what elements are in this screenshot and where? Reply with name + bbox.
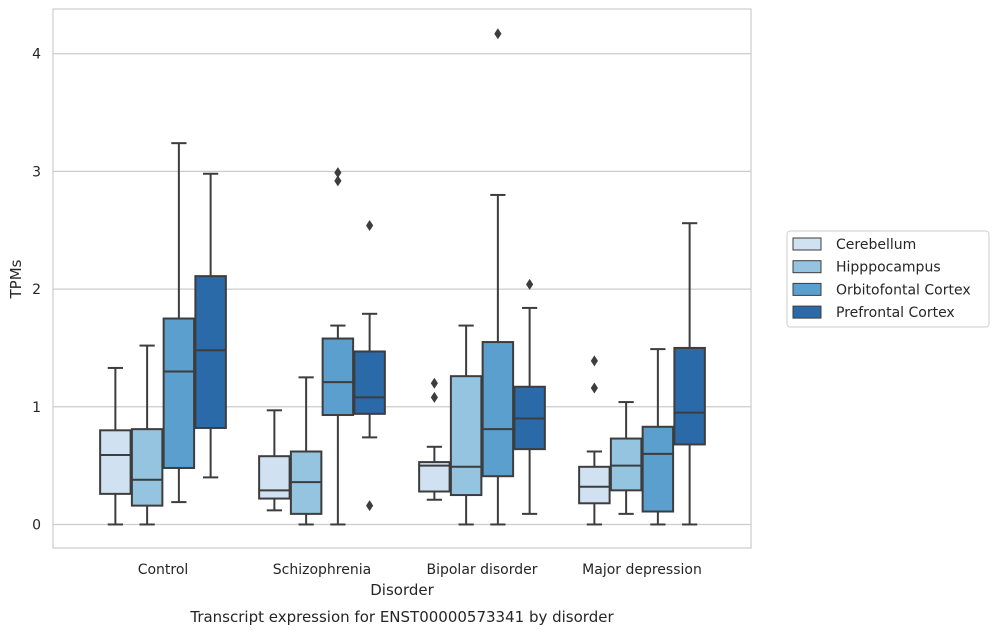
box-1-2 xyxy=(449,324,483,526)
box-2-3 xyxy=(641,348,675,526)
box-3-2 xyxy=(513,278,546,515)
y-tick-label-1: 1 xyxy=(32,400,41,416)
box-body xyxy=(321,337,355,417)
legend-label-2: Orbitofontal Cortex xyxy=(836,282,971,298)
box-body xyxy=(353,350,386,415)
box-0-2 xyxy=(418,377,451,501)
box-body xyxy=(99,429,132,495)
x-tick-label-2: Bipolar disorder xyxy=(426,562,537,578)
legend-label-3: Prefrontal Cortex xyxy=(836,305,955,321)
legend-swatch-0 xyxy=(792,237,822,251)
boxes xyxy=(99,28,706,526)
box-1-3 xyxy=(609,401,643,515)
box-2-1 xyxy=(321,167,355,526)
legend: Cerebellum Hipppocampus Orbitofontal Corte… xyxy=(786,230,990,328)
outlier-point-0 xyxy=(494,28,502,40)
outlier-point-1 xyxy=(334,167,342,179)
outlier-point-0 xyxy=(590,382,598,394)
box-body xyxy=(609,437,643,492)
y-tick-labels: 0 1 2 3 4 xyxy=(32,47,41,534)
outlier-point-0 xyxy=(430,391,438,403)
box-3-1 xyxy=(353,220,386,512)
box-body xyxy=(258,455,291,500)
box-body xyxy=(194,275,227,429)
box-0-3 xyxy=(578,355,611,526)
box-body xyxy=(481,341,515,478)
plot-area-frame xyxy=(52,8,752,549)
legend-label-1: Hipppocampus xyxy=(836,260,941,276)
outlier-point-0 xyxy=(334,175,342,187)
box-body xyxy=(162,317,196,469)
box-body xyxy=(449,375,483,497)
box-3-3 xyxy=(673,222,706,526)
legend-label-0: Cerebellum xyxy=(836,237,916,253)
box-1-1 xyxy=(289,376,323,526)
outlier-point-1 xyxy=(590,355,598,367)
legend-frame xyxy=(786,230,990,328)
box-3-0 xyxy=(194,172,227,479)
y-axis-label: TPMs xyxy=(7,259,25,299)
y-tick-label-3: 3 xyxy=(32,164,41,180)
box-2-0 xyxy=(162,142,196,504)
outlier-point-1 xyxy=(366,220,374,232)
outlier-point-1 xyxy=(430,377,438,389)
box-body xyxy=(418,461,451,493)
y-tick-label-4: 4 xyxy=(32,47,41,63)
outlier-point-0 xyxy=(366,500,374,512)
box-1-0 xyxy=(130,344,164,526)
y-tick-label-2: 2 xyxy=(32,282,41,298)
x-tick-label-1: Schizophrenia xyxy=(273,562,371,578)
box-body xyxy=(673,346,706,446)
box-2-2 xyxy=(481,28,515,526)
outlier-point-0 xyxy=(526,278,534,290)
x-tick-labels: Control Schizophrenia Bipolar disorder Majo… xyxy=(138,562,702,578)
legend-swatch-1 xyxy=(792,260,822,274)
x-tick-label-0: Control xyxy=(138,562,189,578)
chart-title: Transcript expression for ENST0000057334… xyxy=(189,608,614,626)
y-tick-label-0: 0 xyxy=(32,517,41,533)
x-axis-label: Disorder xyxy=(370,581,434,599)
legend-swatch-2 xyxy=(792,282,822,296)
box-body xyxy=(130,428,164,507)
box-0-1 xyxy=(258,409,291,512)
box-body xyxy=(641,425,675,513)
x-tick-label-3: Major depression xyxy=(582,562,702,578)
box-0-0 xyxy=(99,366,132,526)
box-body xyxy=(578,465,611,505)
legend-swatch-3 xyxy=(792,305,822,319)
